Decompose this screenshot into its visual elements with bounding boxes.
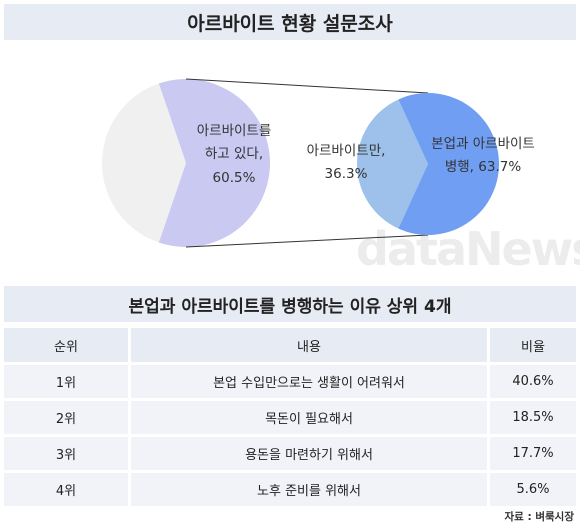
watermark: dataNews: [356, 222, 580, 276]
pie1-label-line1: 아르바이트를: [197, 123, 272, 139]
pie2-slice-2: [398, 93, 499, 236]
pie2-label-a-line1: 아르바이트만,: [307, 143, 386, 159]
pie-chart-area: 아르바이트를 하고 있다, 60.5% 아르바이트만, 36.3% 본업과 아르…: [101, 78, 535, 248]
rank-cell: 4위: [4, 473, 128, 506]
ratio-cell: 18.5%: [490, 401, 576, 434]
pie1-label-line2: 하고 있다,: [205, 146, 263, 162]
ratio-cell: 5.6%: [490, 473, 576, 506]
ratio-cell: 40.6%: [490, 365, 576, 398]
rank-cell: 3위: [4, 437, 128, 470]
header-content: 내용: [128, 328, 490, 362]
rank-cell: 1위: [4, 365, 128, 398]
table-title: 본업과 아르바이트를 병행하는 이유 상위 4개: [4, 286, 576, 322]
page-title: 아르바이트 현황 설문조사: [4, 4, 576, 40]
header-ratio: 비율: [490, 328, 576, 362]
connector-line-2: [185, 234, 429, 248]
table-row: 1위 본업 수입만으로는 생활이 어려워서 40.6%: [4, 365, 576, 398]
header-rank: 순위: [4, 328, 128, 362]
content-cell: 본업 수입만으로는 생활이 어려워서: [128, 365, 490, 398]
pie1-label-value: 60.5%: [213, 170, 256, 186]
table-row: 4위 노후 준비를 위해서 5.6%: [4, 473, 576, 506]
content-cell: 용돈을 마련하기 위해서: [128, 437, 490, 470]
ratio-cell: 17.7%: [490, 437, 576, 470]
pie2-label-a-value: 36.3%: [325, 166, 368, 182]
table-row: 3위 용돈을 마련하기 위해서 17.7%: [4, 437, 576, 470]
table-header-row: 순위 내용 비율: [4, 328, 576, 362]
connector-line-1: [185, 78, 429, 94]
rank-cell: 2위: [4, 401, 128, 434]
content-cell: 목돈이 필요해서: [128, 401, 490, 434]
table-row: 2위 목돈이 필요해서 18.5%: [4, 401, 576, 434]
reasons-table: 순위 내용 비율 1위 본업 수입만으로는 생활이 어려워서 40.6% 2위 …: [4, 325, 576, 509]
pie2-label-b-line1: 본업과 아르바이트: [431, 136, 535, 152]
pie2-label-b-line2: 병행, 63.7%: [445, 159, 521, 175]
pie1-slice-1: [158, 79, 270, 248]
pie1-slice-2: [101, 83, 186, 243]
source-note: 자료 : 벼룩시장: [504, 511, 574, 523]
content-cell: 노후 준비를 위해서: [128, 473, 490, 506]
pie2-slice-1: [356, 99, 428, 229]
